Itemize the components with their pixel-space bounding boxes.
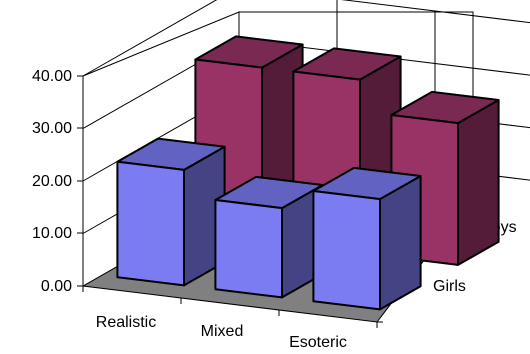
x-tick-label-esoteric: Esoteric (289, 334, 347, 351)
bars (116, 35, 500, 311)
y-axis: 0.00 10.00 20.00 30.00 40.00 (32, 68, 83, 295)
depth-label-girls: Girls (433, 278, 466, 295)
bar-girls-mixed (214, 175, 324, 299)
bar-girls-esoteric (312, 166, 422, 311)
bar-front-face (116, 160, 185, 287)
bar-front-face (214, 199, 283, 299)
y-tick-label-1: 10.00 (32, 225, 72, 242)
y-tick-label-2: 20.00 (32, 173, 72, 190)
bar-front-face (312, 190, 381, 311)
bar-girls-realistic (116, 137, 226, 287)
y-tick-label-4: 40.00 (32, 68, 72, 85)
bar-side-face (457, 99, 500, 266)
x-axis: Realistic Mixed Esoteric (82, 286, 378, 351)
y-tick-label-0: 0.00 (41, 278, 72, 295)
y-tick-label-3: 30.00 (32, 120, 72, 137)
x-tick-label-realistic: Realistic (96, 314, 156, 331)
x-tick-label-mixed: Mixed (201, 323, 244, 340)
